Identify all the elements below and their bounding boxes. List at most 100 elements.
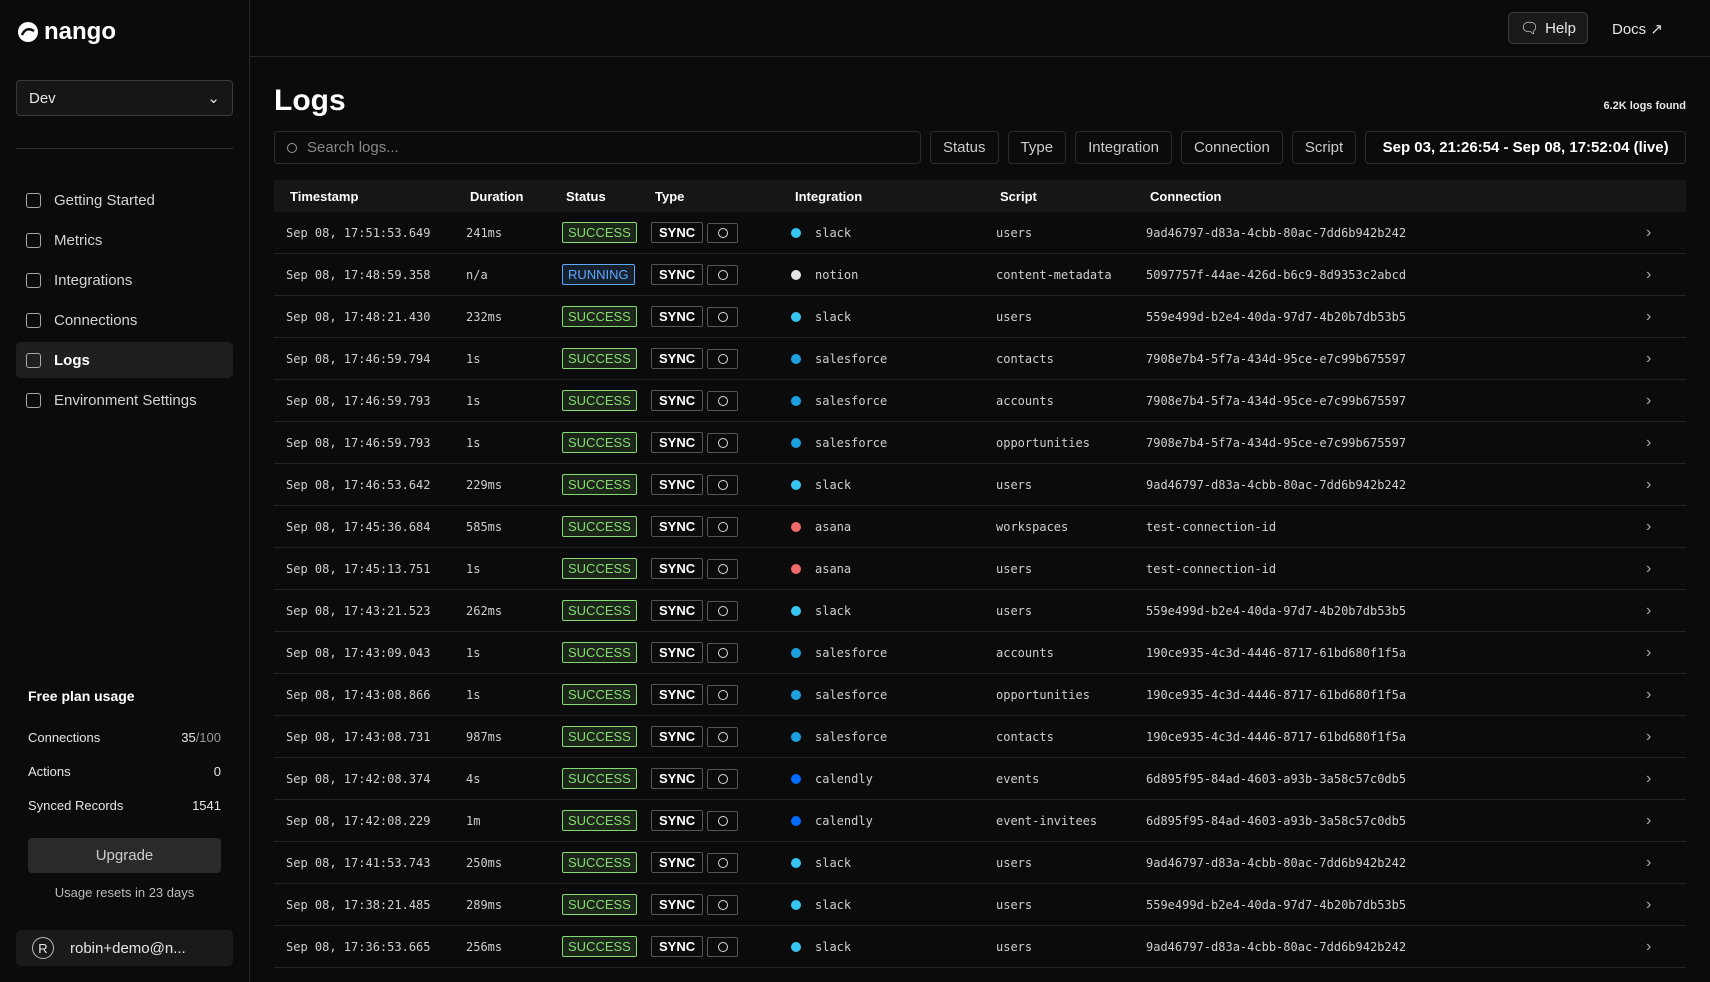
status-cell: SUCCESS [562, 894, 651, 915]
log-row[interactable]: Sep 08, 17:46:59.793 1s SUCCESS SYNC salesfo… [274, 380, 1686, 422]
timestamp: Sep 08, 17:46:53.642 [286, 477, 431, 492]
upgrade-button[interactable]: Upgrade [28, 838, 221, 873]
type-cell: SYNC [651, 641, 791, 664]
log-row[interactable]: Sep 08, 17:51:53.649 241ms SUCCESS SYNC slac… [274, 212, 1686, 254]
sync-icon [707, 517, 739, 538]
duration: 585ms [466, 519, 503, 534]
status-badge: RUNNING [562, 264, 635, 285]
status-badge: SUCCESS [562, 306, 637, 327]
docs-link[interactable]: Docs ↗ [1612, 20, 1663, 38]
connection: 5097757f-44ae-426d-b6c9-8d9353c2abcd [1146, 267, 1407, 282]
script: users [996, 603, 1033, 618]
script: opportunities [996, 687, 1090, 702]
chevron: › [1646, 895, 1652, 913]
status-badge: SUCCESS [562, 684, 637, 705]
filter-button[interactable]: Connection [1180, 131, 1283, 164]
help-label: Help [1545, 19, 1576, 37]
type-badge: SYNC [651, 893, 704, 915]
filter-button[interactable]: Status [930, 131, 999, 164]
environment-select[interactable]: Dev ⌄ [16, 80, 233, 116]
log-row[interactable]: Sep 08, 17:38:21.485 289ms SUCCESS SYNC slac… [274, 884, 1686, 926]
type-badge: SYNC [651, 263, 704, 285]
log-row[interactable]: Sep 08, 17:48:21.430 232ms SUCCESS SYNC slac… [274, 296, 1686, 338]
type-badge: SYNC [651, 641, 704, 663]
integration-cell: slack [791, 478, 996, 492]
log-row[interactable]: Sep 08, 17:48:59.358 n/a RUNNING SYNC notion… [274, 254, 1686, 296]
nav-item[interactable]: Logs [16, 342, 233, 378]
integration: salesforce [815, 687, 888, 702]
log-row[interactable]: Sep 08, 17:41:53.743 250ms SUCCESS SYNC slac… [274, 842, 1686, 884]
integration-cell: notion [791, 268, 996, 282]
timestamp: Sep 08, 17:45:36.684 [286, 519, 431, 534]
type-badge: SYNC [651, 599, 704, 621]
connection: 6d895f95-84ad-4603-a93b-3a58c57c0db5 [1146, 771, 1407, 786]
script: contacts [996, 729, 1054, 744]
logo[interactable]: nango [16, 18, 116, 46]
integration-cell: slack [791, 226, 996, 240]
filter-button[interactable]: Type [1007, 131, 1067, 164]
log-row[interactable]: Sep 08, 17:43:21.523 262ms SUCCESS SYNC slac… [274, 590, 1686, 632]
script: events [996, 771, 1040, 786]
connection: 559e499d-b2e4-40da-97d7-4b20b7db53b5 [1146, 603, 1407, 618]
log-row[interactable]: Sep 08, 17:46:53.642 229ms SUCCESS SYNC slac… [274, 464, 1686, 506]
log-row[interactable]: Sep 08, 17:43:08.866 1s SUCCESS SYNC salesfo… [274, 674, 1686, 716]
chevron: › [1646, 811, 1652, 829]
help-button[interactable]: 🗨 Help [1508, 12, 1588, 44]
filter-button[interactable]: Script [1291, 131, 1357, 164]
nav-item[interactable]: Connections [16, 302, 233, 338]
integration-icon [791, 774, 801, 784]
integration-cell: calendly [791, 772, 996, 786]
label: Actions [28, 764, 71, 779]
chevron: › [1646, 475, 1652, 493]
status-badge: SUCCESS [562, 558, 637, 579]
type-cell: SYNC [651, 263, 791, 286]
type-cell: SYNC [651, 893, 791, 916]
integration-cell: salesforce [791, 394, 996, 408]
script: users [996, 855, 1033, 870]
integration: calendly [815, 771, 873, 786]
chevron: › [1646, 685, 1652, 703]
usage-row: Synced Records 1541 [28, 798, 221, 813]
date-range[interactable]: Sep 03, 21:26:54 - Sep 08, 17:52:04 (liv… [1365, 131, 1686, 164]
script: content-metadata [996, 267, 1112, 282]
integration-icon [791, 648, 801, 658]
integration: slack [815, 603, 852, 618]
status-badge: SUCCESS [562, 516, 637, 537]
integration-cell: slack [791, 898, 996, 912]
sync-icon [707, 349, 739, 370]
integration: salesforce [815, 435, 888, 450]
filter-button[interactable]: Integration [1075, 131, 1172, 164]
log-row[interactable]: Sep 08, 17:42:08.229 1m SUCCESS SYNC calendl… [274, 800, 1686, 842]
status-cell: SUCCESS [562, 516, 651, 537]
integration-cell: asana [791, 520, 996, 534]
log-row[interactable]: Sep 08, 17:45:36.684 585ms SUCCESS SYNC asan… [274, 506, 1686, 548]
nav-item[interactable]: Integrations [16, 262, 233, 298]
nav-item[interactable]: Environment Settings [16, 382, 233, 418]
log-row[interactable]: Sep 08, 17:45:13.751 1s SUCCESS SYNC asana us… [274, 548, 1686, 590]
sync-icon [707, 685, 739, 706]
log-row[interactable]: Sep 08, 17:43:09.043 1s SUCCESS SYNC salesfo… [274, 632, 1686, 674]
integration: asana [815, 519, 852, 534]
nav-item[interactable]: Getting Started [16, 182, 233, 218]
connection: 7908e7b4-5f7a-434d-95ce-e7c99b675597 [1146, 393, 1407, 408]
connection: 190ce935-4c3d-4446-8717-61bd680f1f5a [1146, 729, 1407, 744]
search-input[interactable]: Search logs... [274, 131, 921, 164]
integration-cell: slack [791, 310, 996, 324]
nav-item[interactable]: Metrics [16, 222, 233, 258]
type-badge: SYNC [651, 473, 704, 495]
value-used: 35 [181, 730, 196, 745]
sync-icon [707, 811, 739, 832]
timestamp: Sep 08, 17:43:21.523 [286, 603, 431, 618]
integration-icon [791, 732, 801, 742]
log-row[interactable]: Sep 08, 17:43:08.731 987ms SUCCESS SYNC sale… [274, 716, 1686, 758]
log-row[interactable]: Sep 08, 17:46:59.793 1s SUCCESS SYNC salesfo… [274, 422, 1686, 464]
integration-cell: slack [791, 940, 996, 954]
duration: 1s [466, 435, 481, 450]
log-row[interactable]: Sep 08, 17:46:59.794 1s SUCCESS SYNC salesfo… [274, 338, 1686, 380]
status-badge: SUCCESS [562, 936, 637, 957]
log-row[interactable]: Sep 08, 17:36:53.665 256ms SUCCESS SYNC slac… [274, 926, 1686, 968]
integration-cell: salesforce [791, 352, 996, 366]
duration: 289ms [466, 897, 503, 912]
log-row[interactable]: Sep 08, 17:42:08.374 4s SUCCESS SYNC calendl… [274, 758, 1686, 800]
